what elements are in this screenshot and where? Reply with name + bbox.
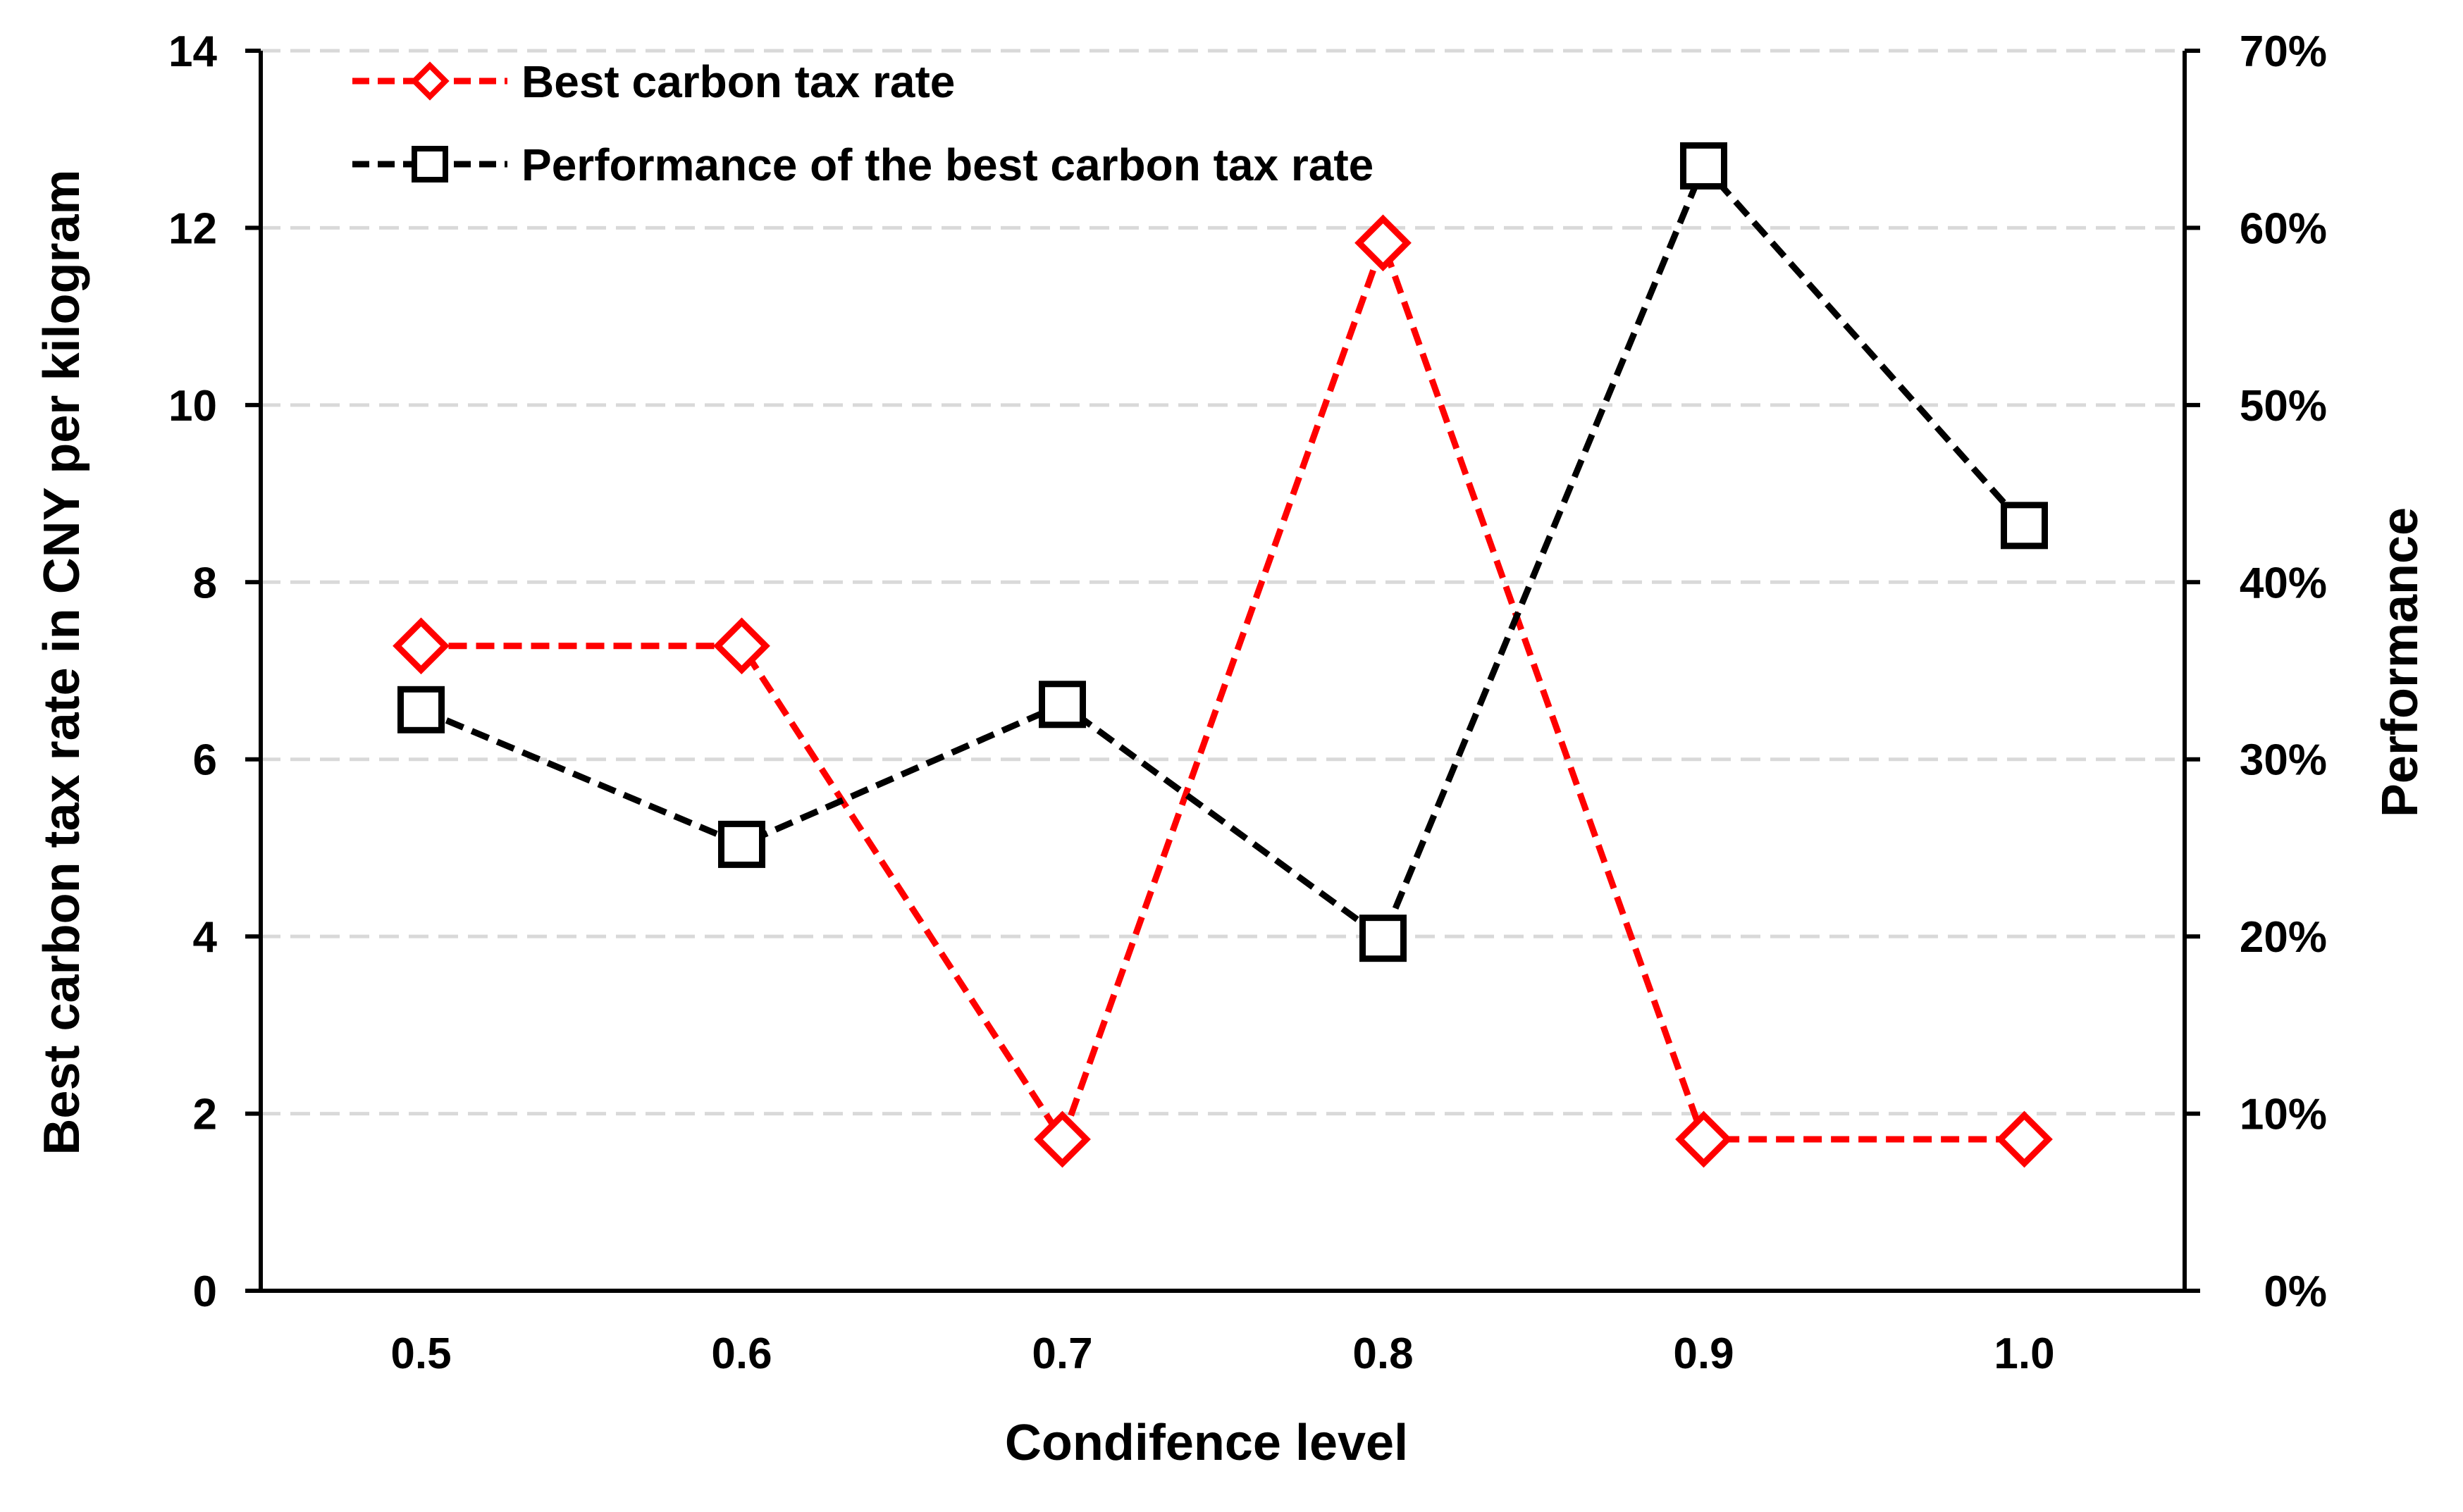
x-tick-label: 1.0 (1994, 1330, 2054, 1378)
data-point-square (722, 824, 763, 865)
y-tick-label: 14 (168, 27, 217, 76)
data-point-square (1042, 684, 1083, 725)
x-tick-label: 0.5 (390, 1330, 451, 1378)
x-tick-label: 0.9 (1673, 1330, 1734, 1378)
data-point-square (1363, 918, 1404, 959)
y-tick-label: 2 (193, 1091, 217, 1139)
chart-background (0, 0, 2463, 1512)
data-point-square (401, 689, 442, 730)
data-point-square (2004, 505, 2045, 546)
y-axis-right-title: Performance (2372, 507, 2428, 817)
x-tick-label: 0.6 (711, 1330, 772, 1378)
y-right-tick-label: 40% (2240, 559, 2327, 607)
y-right-tick-label: 50% (2240, 382, 2327, 430)
y-right-tick-label: 10% (2240, 1091, 2327, 1139)
y-tick-label: 6 (193, 736, 217, 785)
chart: 0 2 4 6 8 10 12 14 0% 10% 20% 30% 40% 50% 60% 70% 0.5 0.6… (0, 0, 2463, 1512)
y-axis-title: Best carbon tax rate in CNY per kilogram (34, 169, 90, 1155)
data-point-square (1684, 145, 1724, 186)
y-tick-label: 4 (193, 913, 218, 962)
y-right-tick-label: 20% (2240, 913, 2327, 962)
chart-svg: 0 2 4 6 8 10 12 14 0% 10% 20% 30% 40% 50% 60% 70% 0.5 0.6… (0, 0, 2463, 1512)
y-right-tick-label: 30% (2240, 736, 2327, 785)
y-tick-label: 8 (193, 559, 217, 607)
x-tick-label: 0.8 (1352, 1330, 1413, 1378)
y-tick-label: 10 (168, 382, 217, 430)
legend-label-performance: Performance of the best carbon tax rate (521, 140, 1374, 190)
y-right-tick-label: 70% (2240, 27, 2327, 76)
x-axis-title: Condifence level (1005, 1415, 1408, 1471)
x-tick-label: 0.7 (1032, 1330, 1092, 1378)
y-tick-label: 12 (168, 204, 217, 253)
y-right-tick-label: 0% (2264, 1268, 2327, 1316)
y-tick-label: 0 (193, 1268, 217, 1316)
legend-marker-square (414, 149, 445, 180)
y-right-tick-label: 60% (2240, 204, 2327, 253)
legend-label-carbon-tax: Best carbon tax rate (521, 56, 955, 107)
